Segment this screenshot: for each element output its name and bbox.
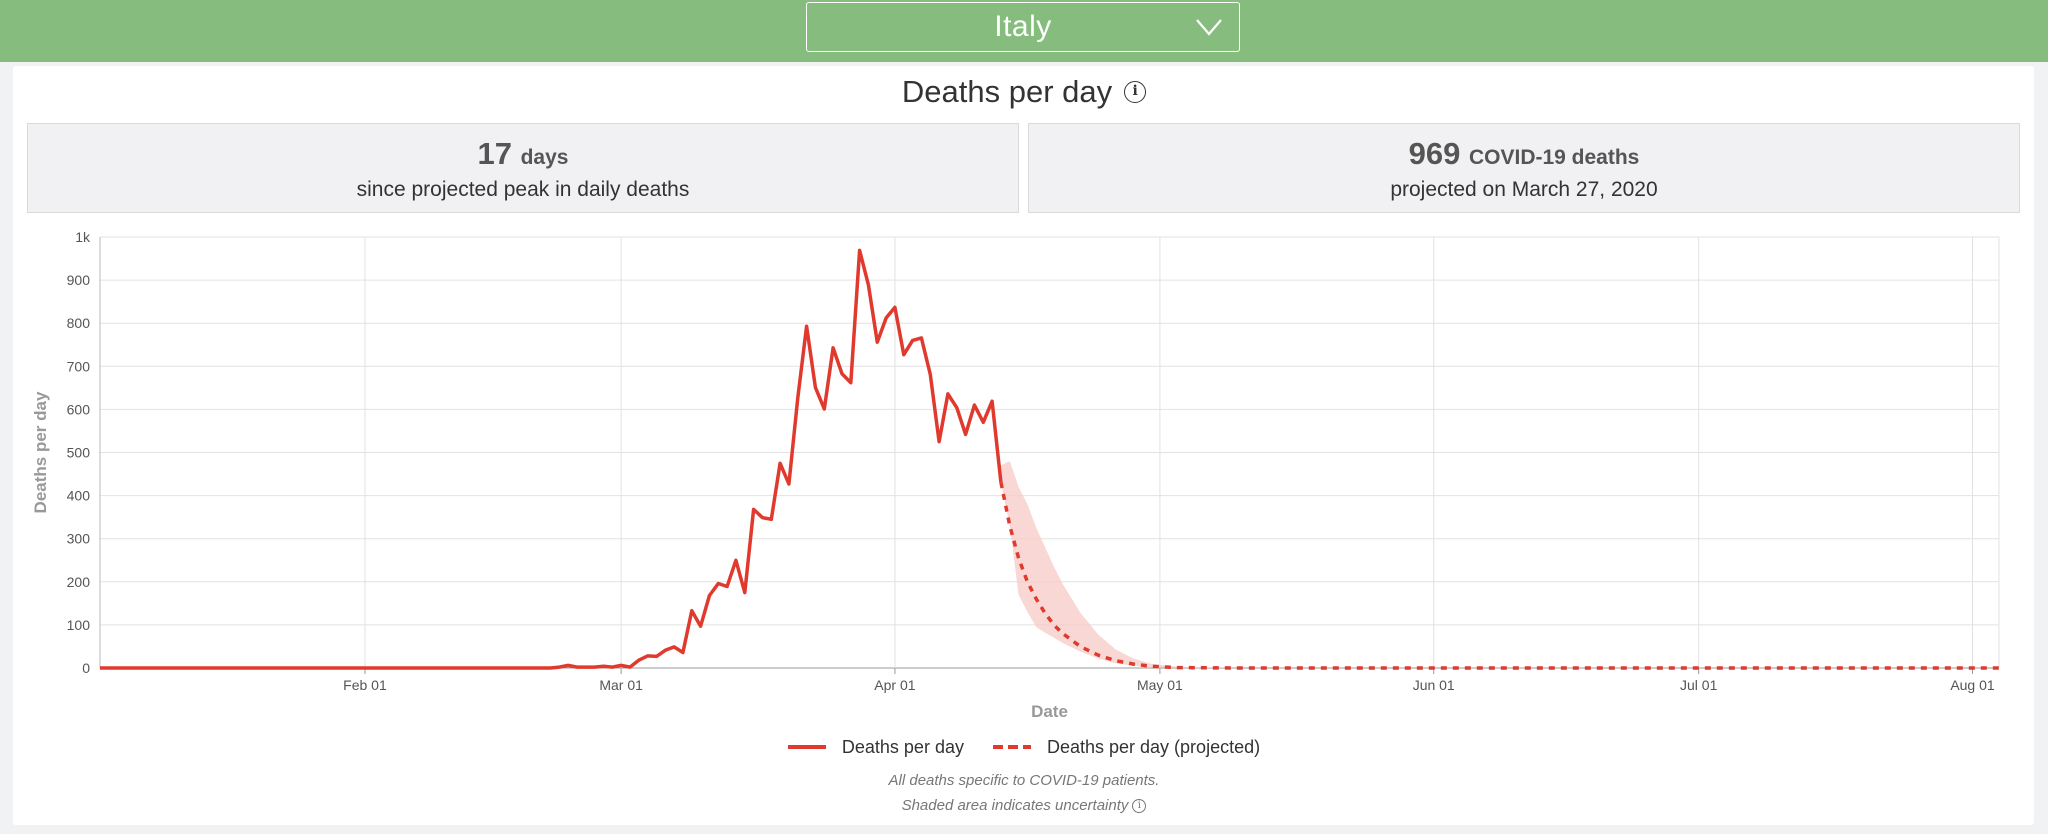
- y-tick-label: 800: [67, 315, 91, 331]
- chart-legend: Deaths per day Deaths per day (projected…: [0, 733, 2048, 758]
- x-axis-title: Date: [1031, 702, 1068, 721]
- x-tick-label: Apr 01: [874, 677, 915, 693]
- legend-label-projected: Deaths per day (projected): [1046, 736, 1261, 757]
- x-tick-label: Aug 01: [1950, 677, 1995, 693]
- stat-deaths-caption: projected on March 27, 2020: [1390, 178, 1658, 201]
- top-bar: Italy: [0, 0, 2048, 62]
- country-dropdown[interactable]: Italy: [806, 2, 1240, 52]
- stat-peak-deaths: 969 COVID-19 deaths projected on March 2…: [1028, 123, 2020, 213]
- y-tick-label: 300: [67, 531, 91, 547]
- country-dropdown-label: Italy: [994, 10, 1052, 43]
- stat-days-caption: since projected peak in daily deaths: [356, 178, 690, 201]
- uncertainty-band: [1000, 461, 1240, 668]
- series-line-projected: [999, 481, 1999, 670]
- legend-swatch-dashed: [992, 745, 1031, 749]
- series-line-actual: [100, 248, 1003, 670]
- info-icon[interactable]: i: [1124, 81, 1147, 103]
- x-tick-label: Mar 01: [599, 677, 643, 693]
- y-tick-label: 200: [67, 574, 91, 590]
- stat-deaths-unit: COVID-19 deaths: [1468, 146, 1640, 169]
- legend-swatch-solid: [787, 745, 826, 749]
- chart-title: Deaths per day i: [0, 74, 2048, 110]
- legend-label-actual: Deaths per day: [841, 736, 964, 757]
- footnote-uncertainty-text: Shaded area indicates uncertainty: [901, 797, 1129, 814]
- stat-days-unit: days: [520, 146, 569, 169]
- y-tick-label: 600: [67, 401, 91, 417]
- stat-deaths-value: 969: [1408, 136, 1461, 171]
- stat-days-since-peak: 17 days since projected peak in daily de…: [27, 123, 1019, 213]
- x-tick-label: Feb 01: [343, 677, 387, 693]
- y-tick-label: 500: [67, 445, 91, 461]
- y-tick-label: 1k: [75, 229, 91, 245]
- footnote-deaths: All deaths specific to COVID-19 patients…: [888, 772, 1160, 789]
- y-tick-label: 100: [67, 617, 91, 633]
- uncertainty-info-icon[interactable]: i: [1132, 799, 1147, 814]
- legend-item-projected[interactable]: Deaths per day (projected): [992, 736, 1261, 758]
- legend-item-actual[interactable]: Deaths per day: [787, 736, 964, 758]
- x-tick-label: May 01: [1137, 677, 1183, 693]
- y-tick-label: 900: [67, 272, 91, 288]
- y-axis-title: Deaths per day: [31, 391, 50, 513]
- y-tick-label: 700: [67, 358, 91, 374]
- x-tick-label: Jul 01: [1680, 677, 1718, 693]
- y-tick-label: 0: [82, 660, 90, 676]
- y-tick-label: 400: [67, 488, 91, 504]
- chevron-down-icon: [1196, 19, 1222, 36]
- chart-title-text: Deaths per day: [901, 74, 1113, 109]
- footnote-uncertainty: Shaded area indicates uncertainty i: [0, 797, 2048, 814]
- x-tick-label: Jun 01: [1413, 677, 1455, 693]
- stat-days-value: 17: [477, 136, 512, 171]
